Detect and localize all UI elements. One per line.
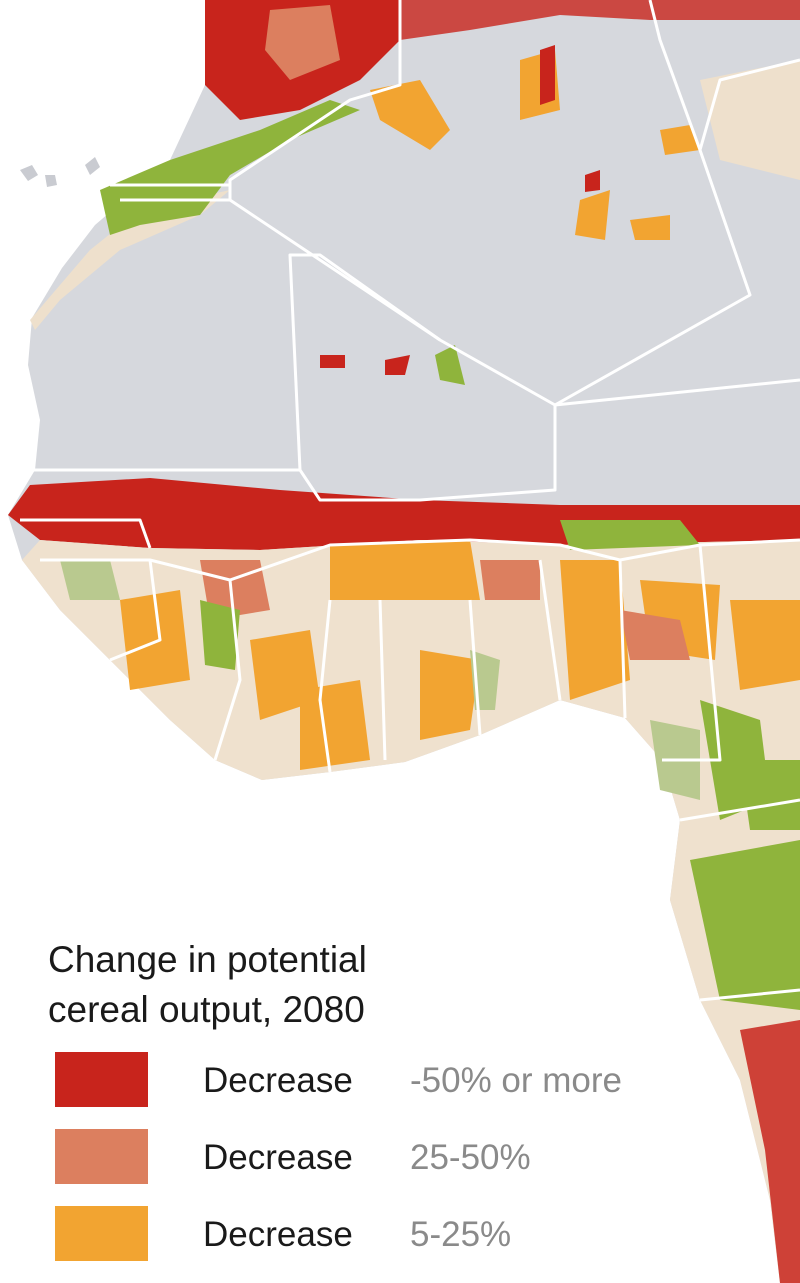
legend-title: cereal output, 2080 <box>48 989 365 1030</box>
legend-label: Decrease <box>203 1138 353 1177</box>
borders <box>20 0 800 1002</box>
legend-range: -50% or more <box>410 1061 622 1100</box>
land-cover <box>8 0 800 1283</box>
legend-title: Change in potential <box>48 939 367 980</box>
legend-swatch <box>55 1206 148 1261</box>
legend-label: Decrease <box>203 1061 353 1100</box>
legend-label: Decrease <box>203 1215 353 1254</box>
legend-swatch <box>55 1129 148 1184</box>
legend-range: 5-25% <box>410 1215 511 1254</box>
legend-range: 25-50% <box>410 1138 531 1177</box>
legend: Change in potential cereal output, 2080 De… <box>48 939 622 1261</box>
legend-swatch <box>55 1052 148 1107</box>
